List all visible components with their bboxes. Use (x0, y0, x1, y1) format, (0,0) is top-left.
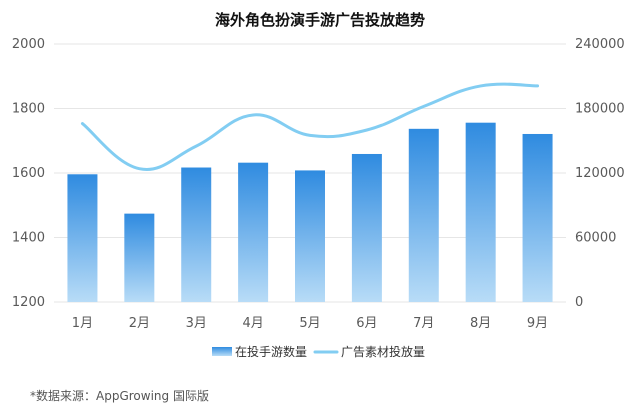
y-right-tick-label: 240000 (575, 37, 625, 52)
legend: 在投手游数量 广告素材投放量 (212, 344, 425, 359)
x-tick-label: 8月 (470, 316, 491, 331)
x-tick-label: 4月 (242, 316, 263, 331)
y-right-tick-label: 60000 (575, 231, 616, 246)
line-series-path (80, 82, 540, 171)
legend-bar-label: 在投手游数量 (235, 344, 307, 359)
x-tick-label: 6月 (356, 316, 377, 331)
bar (181, 167, 212, 302)
bar (295, 170, 325, 302)
bar (67, 174, 98, 302)
y-right-tick-label: 180000 (575, 102, 625, 117)
y-left-tick-label: 1800 (12, 102, 45, 117)
x-tick-label: 1月 (72, 316, 93, 331)
x-tick-label: 7月 (413, 316, 434, 331)
x-tick-label: 3月 (186, 316, 207, 331)
source-note: *数据来源：AppGrowing 国际版 (30, 389, 209, 403)
y-left-tick-label: 1200 (12, 295, 45, 310)
x-tick-label: 9月 (527, 316, 548, 331)
bar-series (67, 122, 553, 302)
y-left-tick-label: 1400 (12, 231, 45, 246)
bar (351, 153, 382, 302)
axis-labels: 1200 0 1400 60000 1600 120000 1800 180000 2000 24… (12, 37, 625, 331)
bar (124, 213, 155, 302)
x-tick-label: 2月 (129, 316, 150, 331)
bar (522, 133, 553, 302)
bar (408, 128, 439, 302)
bar (238, 162, 269, 302)
y-right-tick-label: 0 (575, 295, 583, 310)
y-right-tick-label: 120000 (575, 166, 625, 181)
y-left-tick-label: 2000 (12, 37, 45, 52)
bar (465, 122, 496, 302)
line-series (80, 82, 540, 171)
legend-bar-swatch (212, 347, 232, 356)
x-tick-label: 5月 (299, 316, 320, 331)
legend-line-label: 广告素材投放量 (341, 344, 425, 359)
chart-title: 海外角色扮演手游广告投放趋势 (215, 11, 425, 29)
y-left-tick-label: 1600 (12, 166, 45, 181)
